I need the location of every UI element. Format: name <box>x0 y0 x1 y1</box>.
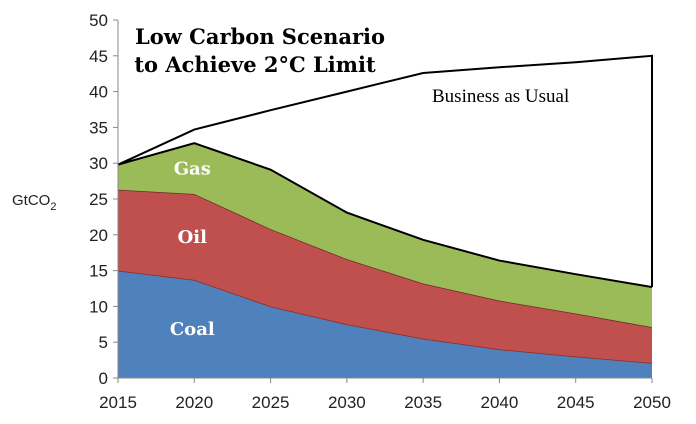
x-ticks: 2015 2020 2025 2030 2035 2040 2045 2050 <box>99 378 671 412</box>
x-tick-label: 2045 <box>557 393 595 412</box>
x-tick-label: 2030 <box>328 393 366 412</box>
chart-title-line-1: Low Carbon Scenario <box>135 24 385 49</box>
y-tick-label: 25 <box>89 190 108 209</box>
y-tick-label: 30 <box>89 154 108 173</box>
x-tick-label: 2050 <box>633 393 671 412</box>
y-axis-label-main: GtCO <box>12 192 50 209</box>
chart-title-line-2: to Achieve 2°C Limit <box>134 52 376 77</box>
series-label-oil: Oil <box>178 227 208 248</box>
y-axis-label: GtCO2 <box>12 192 56 213</box>
bau-line <box>117 54 653 288</box>
stacked-areas <box>117 142 653 378</box>
area-top-line-gas <box>117 142 653 289</box>
series-label-coal: Coal <box>170 319 215 340</box>
area-gas <box>118 143 652 328</box>
x-tick-label: 2020 <box>175 393 213 412</box>
y-tick-label: 0 <box>99 369 108 388</box>
y-tick-label: 50 <box>89 11 108 30</box>
y-tick-label: 45 <box>89 47 108 66</box>
y-axis-label-subscript: 2 <box>50 201 56 213</box>
y-tick-label: 5 <box>99 333 108 352</box>
series-label-gas: Gas <box>174 159 211 180</box>
y-tick-label: 10 <box>89 297 108 316</box>
area-oil <box>118 189 652 363</box>
bau-envelope <box>117 54 653 288</box>
y-tick-label: 15 <box>89 262 108 281</box>
bau-label: Business as Usual <box>432 86 569 107</box>
x-tick-label: 2035 <box>404 393 442 412</box>
x-tick-label: 2025 <box>252 393 290 412</box>
y-ticks: 0 5 10 15 20 25 30 35 40 45 50 <box>89 11 118 388</box>
y-tick-label: 40 <box>89 83 108 102</box>
y-tick-label: 35 <box>89 118 108 137</box>
y-tick-label: 20 <box>89 226 108 245</box>
x-tick-label: 2040 <box>481 393 519 412</box>
x-tick-label: 2015 <box>99 393 137 412</box>
